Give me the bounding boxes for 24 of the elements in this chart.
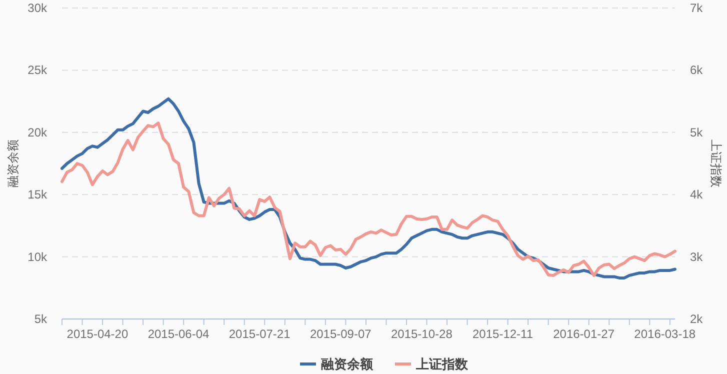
y-tick-label: 30k (28, 1, 47, 15)
x-tick-label: 2015-06-04 (148, 327, 210, 341)
x-tick-label: 2016-01-27 (553, 327, 614, 341)
x-tick-label: 2016-03-18 (634, 327, 696, 341)
y-tick-label: 20k (28, 125, 47, 140)
x-tick-label: 2015-10-28 (391, 327, 452, 341)
x-tick-label: 2015-09-07 (310, 327, 372, 341)
y2-tick-label: 3k (690, 250, 703, 264)
legend-label: 融资余额 (321, 356, 373, 372)
y-tick-label: 15k (28, 188, 47, 202)
y-tick-label: 25k (28, 63, 47, 78)
y2-axis-title: 上证指数 (709, 140, 723, 188)
x-tick-label: 2015-12-11 (472, 327, 533, 341)
y2-tick-label: 2k (690, 312, 703, 326)
y2-tick-label: 5k (690, 125, 703, 140)
y-axis-title: 融资余额 (6, 140, 20, 188)
y2-tick-label: 7k (690, 1, 703, 15)
y2-tick-label: 6k (690, 63, 703, 78)
y2-tick-label: 4k (690, 188, 703, 202)
x-tick-label: 2015-04-20 (66, 327, 128, 341)
y-tick-label: 10k (28, 250, 47, 264)
y-tick-label: 5k (34, 312, 47, 326)
legend-label: 上证指数 (416, 356, 468, 372)
x-tick-label: 2015-07-21 (228, 327, 290, 341)
